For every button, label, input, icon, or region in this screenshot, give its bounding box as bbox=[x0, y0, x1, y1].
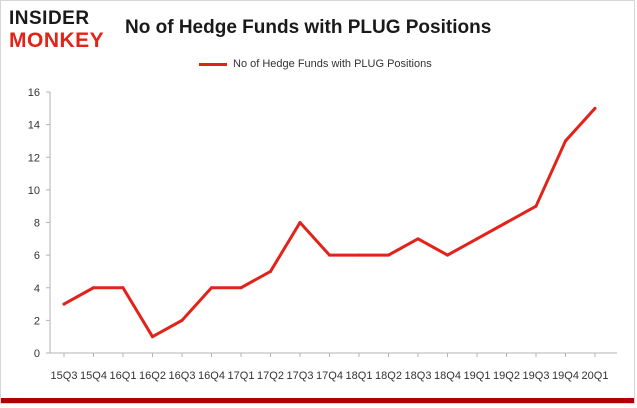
y-tick-label: 6 bbox=[34, 250, 40, 262]
data-point bbox=[475, 237, 479, 241]
data-point bbox=[239, 286, 243, 290]
logo-word-insider: INSIDER bbox=[9, 8, 90, 29]
x-tick-label: 15Q3 bbox=[51, 370, 78, 382]
x-tick-label: 17Q4 bbox=[316, 370, 343, 382]
y-tick-label: 10 bbox=[28, 185, 40, 197]
y-tick-label: 4 bbox=[34, 283, 40, 295]
y-tick-label: 2 bbox=[34, 315, 40, 327]
y-tick-label: 14 bbox=[28, 120, 40, 132]
x-tick-label: 17Q1 bbox=[228, 370, 255, 382]
chart-title: No of Hedge Funds with PLUG Positions bbox=[125, 17, 492, 38]
x-tick-label: 16Q2 bbox=[139, 370, 166, 382]
x-tick-label: 20Q1 bbox=[582, 370, 609, 382]
data-point bbox=[92, 286, 95, 290]
x-tick-label: 16Q1 bbox=[110, 370, 137, 382]
logo-word-monkey: MONKEY bbox=[9, 29, 105, 52]
data-point bbox=[416, 237, 420, 241]
y-tick-label: 12 bbox=[28, 152, 40, 164]
data-point bbox=[210, 286, 213, 290]
data-point bbox=[593, 106, 597, 110]
chart-legend: No of Hedge Funds with PLUG Positions bbox=[199, 57, 432, 71]
x-tick-label: 18Q2 bbox=[375, 370, 402, 382]
x-tick-label: 18Q3 bbox=[405, 370, 432, 382]
data-point bbox=[180, 318, 184, 322]
legend-label: No of Hedge Funds with PLUG Positions bbox=[233, 58, 432, 70]
x-tick-label: 16Q3 bbox=[169, 370, 196, 382]
legend-swatch bbox=[199, 62, 227, 66]
x-tick-label: 17Q2 bbox=[257, 370, 284, 382]
data-point bbox=[387, 253, 390, 257]
x-tick-label: 17Q3 bbox=[287, 370, 314, 382]
bottom-rule bbox=[1, 398, 634, 403]
data-point bbox=[328, 253, 331, 257]
data-point bbox=[564, 139, 567, 143]
x-tick-label: 18Q1 bbox=[346, 370, 373, 382]
x-tick-label: 18Q4 bbox=[434, 370, 461, 382]
data-point bbox=[62, 302, 66, 306]
data-point bbox=[534, 204, 538, 208]
x-tick-label: 19Q4 bbox=[552, 370, 579, 382]
x-tick-label: 19Q2 bbox=[493, 370, 520, 382]
x-tick-label: 19Q3 bbox=[523, 370, 550, 382]
y-tick-label: 0 bbox=[34, 348, 40, 360]
data-point bbox=[121, 286, 125, 290]
x-tick-label: 15Q4 bbox=[80, 370, 107, 382]
insider-monkey-logo: INSIDER MONKEY bbox=[9, 7, 117, 53]
y-tick-label: 8 bbox=[34, 218, 40, 230]
y-tick-label: 16 bbox=[28, 87, 40, 99]
x-tick-label: 19Q1 bbox=[464, 370, 491, 382]
data-point bbox=[446, 253, 449, 257]
data-point bbox=[151, 335, 154, 339]
series-line bbox=[62, 106, 597, 339]
data-point bbox=[269, 269, 272, 273]
data-point bbox=[505, 221, 508, 224]
x-tick-label: 16Q4 bbox=[198, 370, 225, 382]
data-point bbox=[298, 221, 302, 224]
data-point bbox=[357, 253, 361, 257]
